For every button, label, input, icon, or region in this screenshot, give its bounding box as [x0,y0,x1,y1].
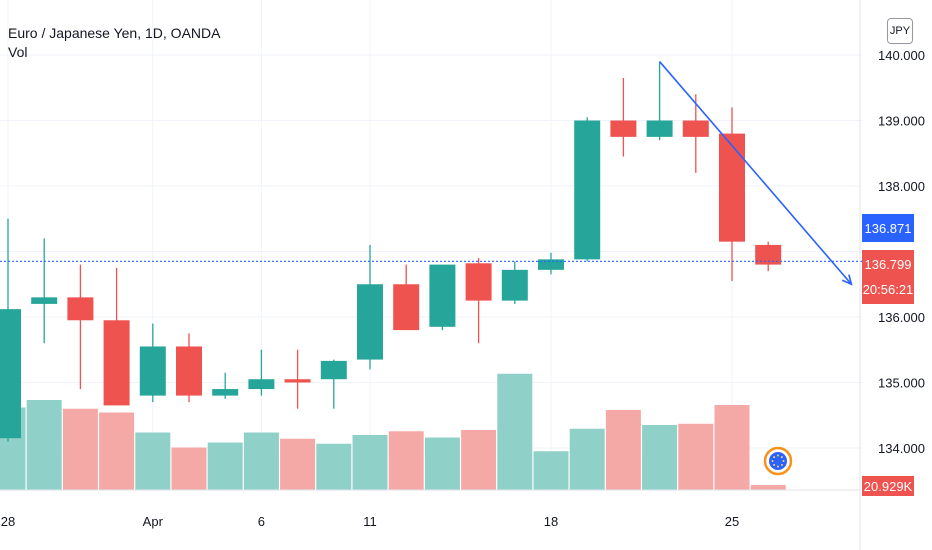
volume-bar [533,451,569,490]
candle-body [212,389,239,396]
candle-body [0,309,21,439]
calendar-event-icon-star [777,465,779,468]
symbol-title[interactable]: Euro / Japanese Yen, 1D, OANDA [8,25,221,41]
candle-body [610,120,637,137]
calendar-event-icon-star [777,454,779,457]
price-tag-red [862,250,914,304]
calendar-event-icon-star [773,456,776,459]
trendline-arrowhead [841,274,853,286]
volume-bar [714,405,750,490]
candle-body [538,259,564,270]
candle-body [103,320,130,406]
candle-body [646,120,673,137]
chart-legend: Euro / Japanese Yen, 1D, OANDA Vol [8,24,220,62]
trendline-arrow [658,61,853,285]
volume-bar [99,412,135,490]
volume-bar [207,442,243,490]
candle-body [501,269,528,301]
volume-bar [569,428,605,490]
volume-tag-value: 20.929K [864,479,913,494]
candle-body [393,284,420,331]
candle-body [682,120,709,137]
volume-bar [316,443,352,490]
candle-body [320,360,347,380]
volume-tag [862,476,914,496]
candle-body [176,346,202,396]
volume-bar [388,431,424,490]
candles [0,61,782,442]
price-tag-red-value: 136.799 [865,257,912,272]
volume-bar [26,400,62,490]
price-tag-blue [862,214,914,242]
chart-overlays [0,61,868,476]
candle-body [67,297,94,321]
volume-indicator-label[interactable]: Vol [8,44,28,60]
candle-body [139,346,166,396]
calendar-event-icon-star [771,460,774,462]
y-axis-tick-label: 136.000 [878,310,925,325]
bar-countdown-timer: 20:56:21 [863,282,914,297]
price-tag-blue-value: 136.871 [865,221,912,236]
volume-bars [0,373,786,490]
calendar-event-icon-star [782,460,785,462]
y-axis-tick-label: 138.000 [878,179,925,194]
volume-bar [243,432,279,490]
volume-bar [280,438,316,490]
volume-bar [678,423,714,490]
candle-body [284,379,311,383]
y-axis-tick-label: 139.000 [878,114,925,129]
x-axis-tick-label: 28 [1,514,15,529]
volume-bar [642,425,678,490]
candle-body [248,379,275,390]
volume-bar [135,432,171,490]
currency-label[interactable]: JPY [887,18,913,44]
x-axis-tick-label: 18 [544,514,558,529]
candle-body [755,244,782,265]
calendar-event-icon-star [780,456,783,459]
candle-body [574,120,601,260]
calendar-event-icon-star [780,463,783,466]
price-tags: 136.871 136.799 20:56:21 20.929K [862,214,914,496]
volume-bar [171,447,207,490]
calendar-event-icon-star [773,463,776,466]
volume-bar [497,373,533,490]
volume-bar [750,485,786,490]
candle-body [357,284,383,360]
candle-body [719,133,745,242]
volume-bar [352,435,388,490]
candle-body [31,297,58,304]
y-axis-tick-label: 140.000 [878,48,925,63]
y-axis-tick-label: 134.000 [878,441,925,456]
y-axis-tick-label: 135.000 [878,376,925,391]
candle-body [429,264,456,327]
x-axis-tick-label: Apr [143,514,164,529]
x-axis-tick-label: 25 [725,514,739,529]
volume-bar [605,410,641,490]
volume-bar [424,437,460,490]
volume-bar [461,430,497,490]
x-axis-tick-label: 6 [258,514,265,529]
volume-bar [62,408,98,490]
candle-body [465,263,492,301]
x-axis-tick-label: 11 [363,514,377,529]
